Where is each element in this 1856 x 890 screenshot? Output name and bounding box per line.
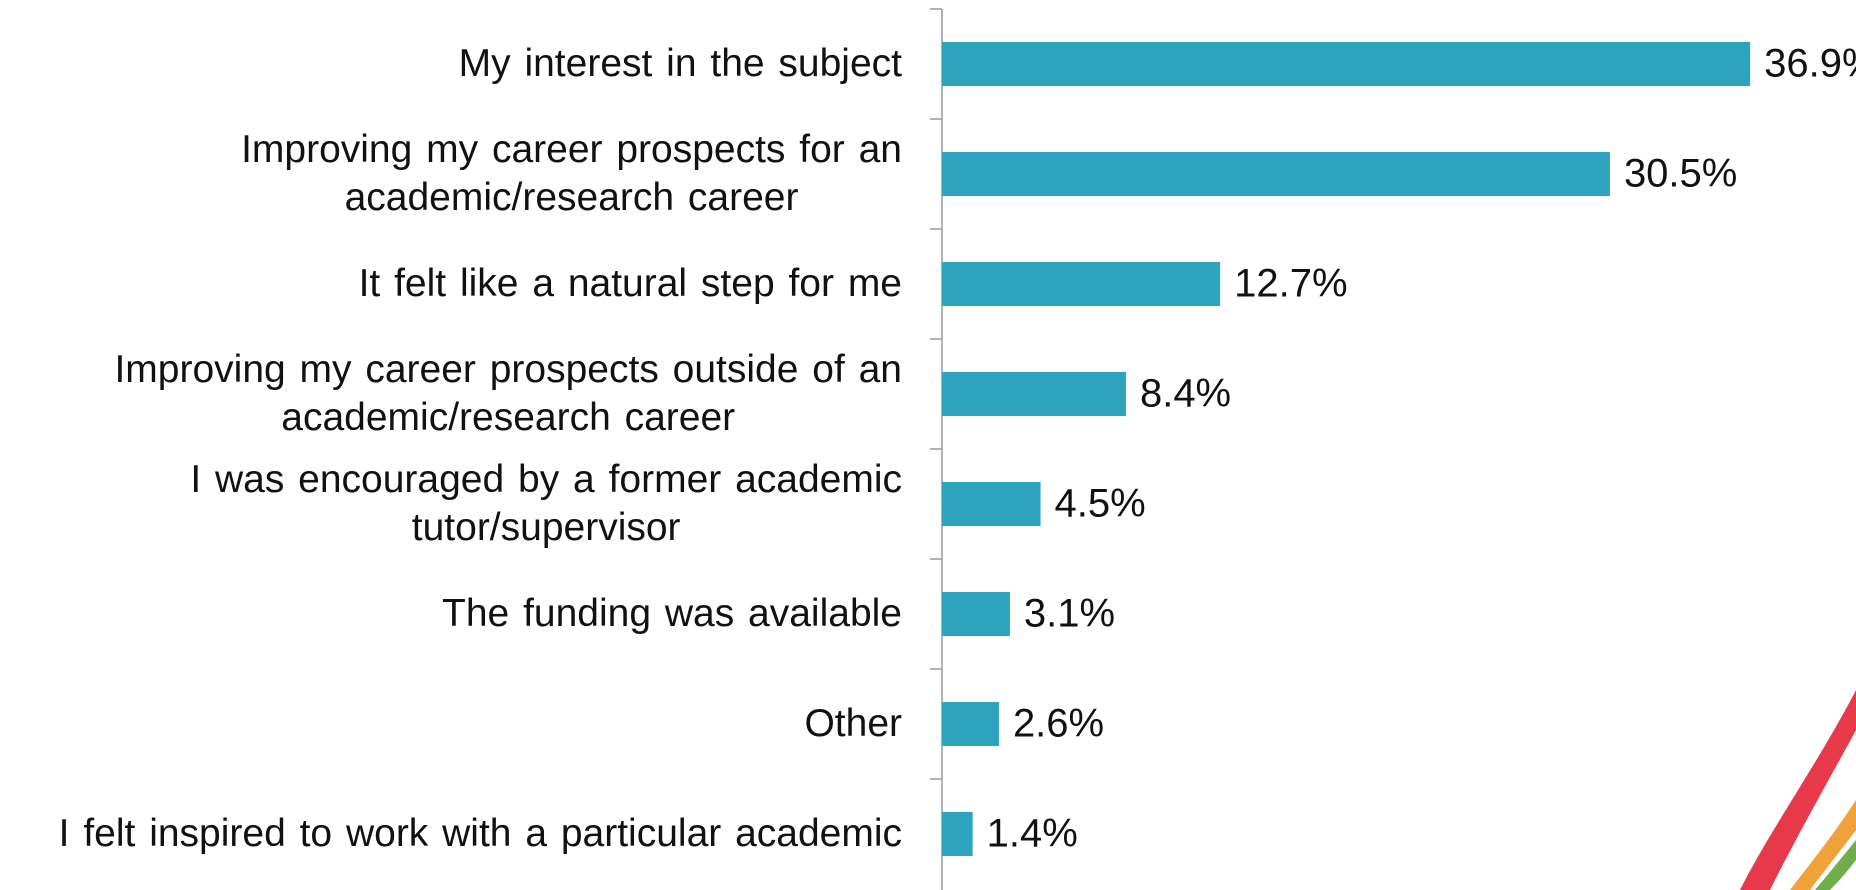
value-label: 8.4% <box>1140 372 1231 416</box>
value-label: 2.6% <box>1013 702 1104 746</box>
bar <box>942 152 1610 196</box>
value-label: 12.7% <box>1234 262 1347 306</box>
category-text: Other <box>804 702 902 745</box>
bar <box>942 482 1041 526</box>
value-label: 3.1% <box>1024 592 1115 636</box>
bar <box>942 812 973 856</box>
bar <box>942 372 1126 416</box>
value-label: 30.5% <box>1624 152 1737 196</box>
bar <box>942 592 1010 636</box>
category-label: I was encouraged by a former academic tu… <box>190 456 902 552</box>
category-label: My interest in the subject <box>459 40 902 88</box>
category-text: Improving my career prospects for an aca… <box>241 128 902 219</box>
value-label: 1.4% <box>987 812 1078 856</box>
category-text: Improving my career prospects outside of… <box>114 348 902 439</box>
category-label: Improving my career prospects for an aca… <box>241 126 902 222</box>
value-label: 36.9% <box>1764 42 1856 86</box>
category-label: I felt inspired to work with a particula… <box>59 810 902 858</box>
category-text: The funding was available <box>442 592 902 635</box>
category-label: Other <box>804 700 902 748</box>
decoration <box>1740 690 1856 890</box>
bar <box>942 702 999 746</box>
category-text: My interest in the subject <box>458 42 902 85</box>
value-label: 4.5% <box>1055 482 1146 526</box>
category-label: Improving my career prospects outside of… <box>114 346 902 442</box>
category-label: It felt like a natural step for me <box>359 260 902 308</box>
category-text: I was encouraged by a former academic tu… <box>190 458 902 549</box>
category-text: It felt like a natural step for me <box>358 262 902 305</box>
category-label: The funding was available <box>442 590 902 638</box>
bar <box>942 42 1751 86</box>
bar <box>942 262 1221 306</box>
category-text: I felt inspired to work with a particula… <box>58 812 902 855</box>
